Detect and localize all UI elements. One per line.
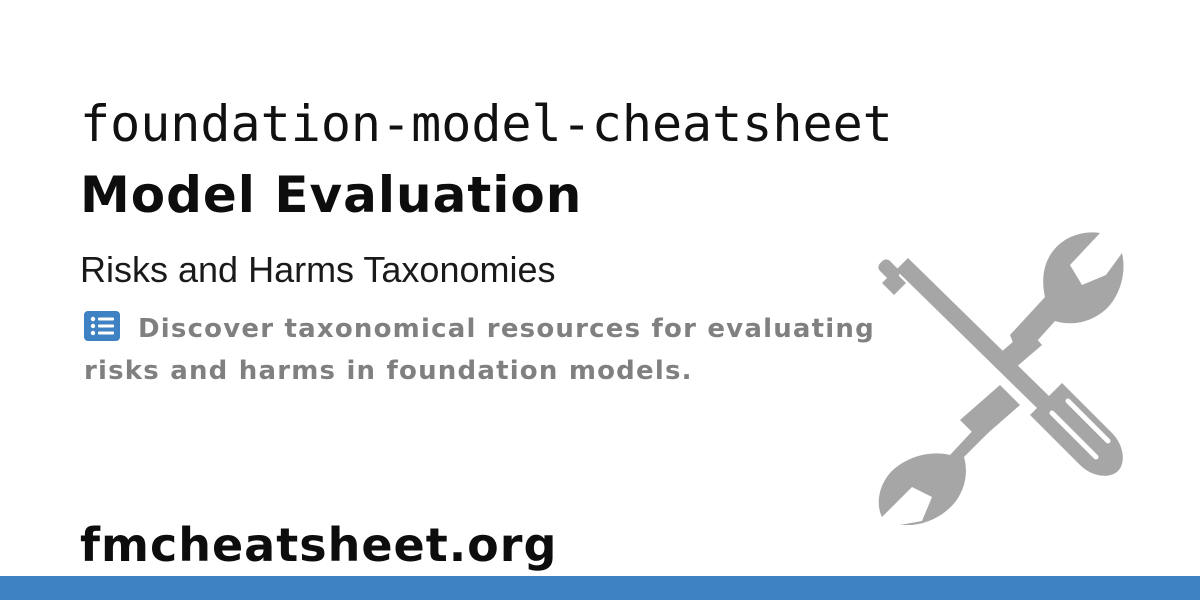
description-text: Discover taxonomical resources for evalu… [84, 314, 875, 386]
description-block: Discover taxonomical resources for evalu… [84, 308, 944, 392]
wrench-screwdriver-icon [878, 232, 1124, 525]
site-url[interactable]: fmcheatsheet.org [80, 518, 558, 572]
list-icon [84, 311, 120, 341]
section-title: Model Evaluation [80, 166, 583, 224]
accent-bar [0, 576, 1200, 600]
repo-name: foundation-model-cheatsheet [80, 95, 893, 153]
subsection-title: Risks and Harms Taxonomies [80, 249, 556, 290]
